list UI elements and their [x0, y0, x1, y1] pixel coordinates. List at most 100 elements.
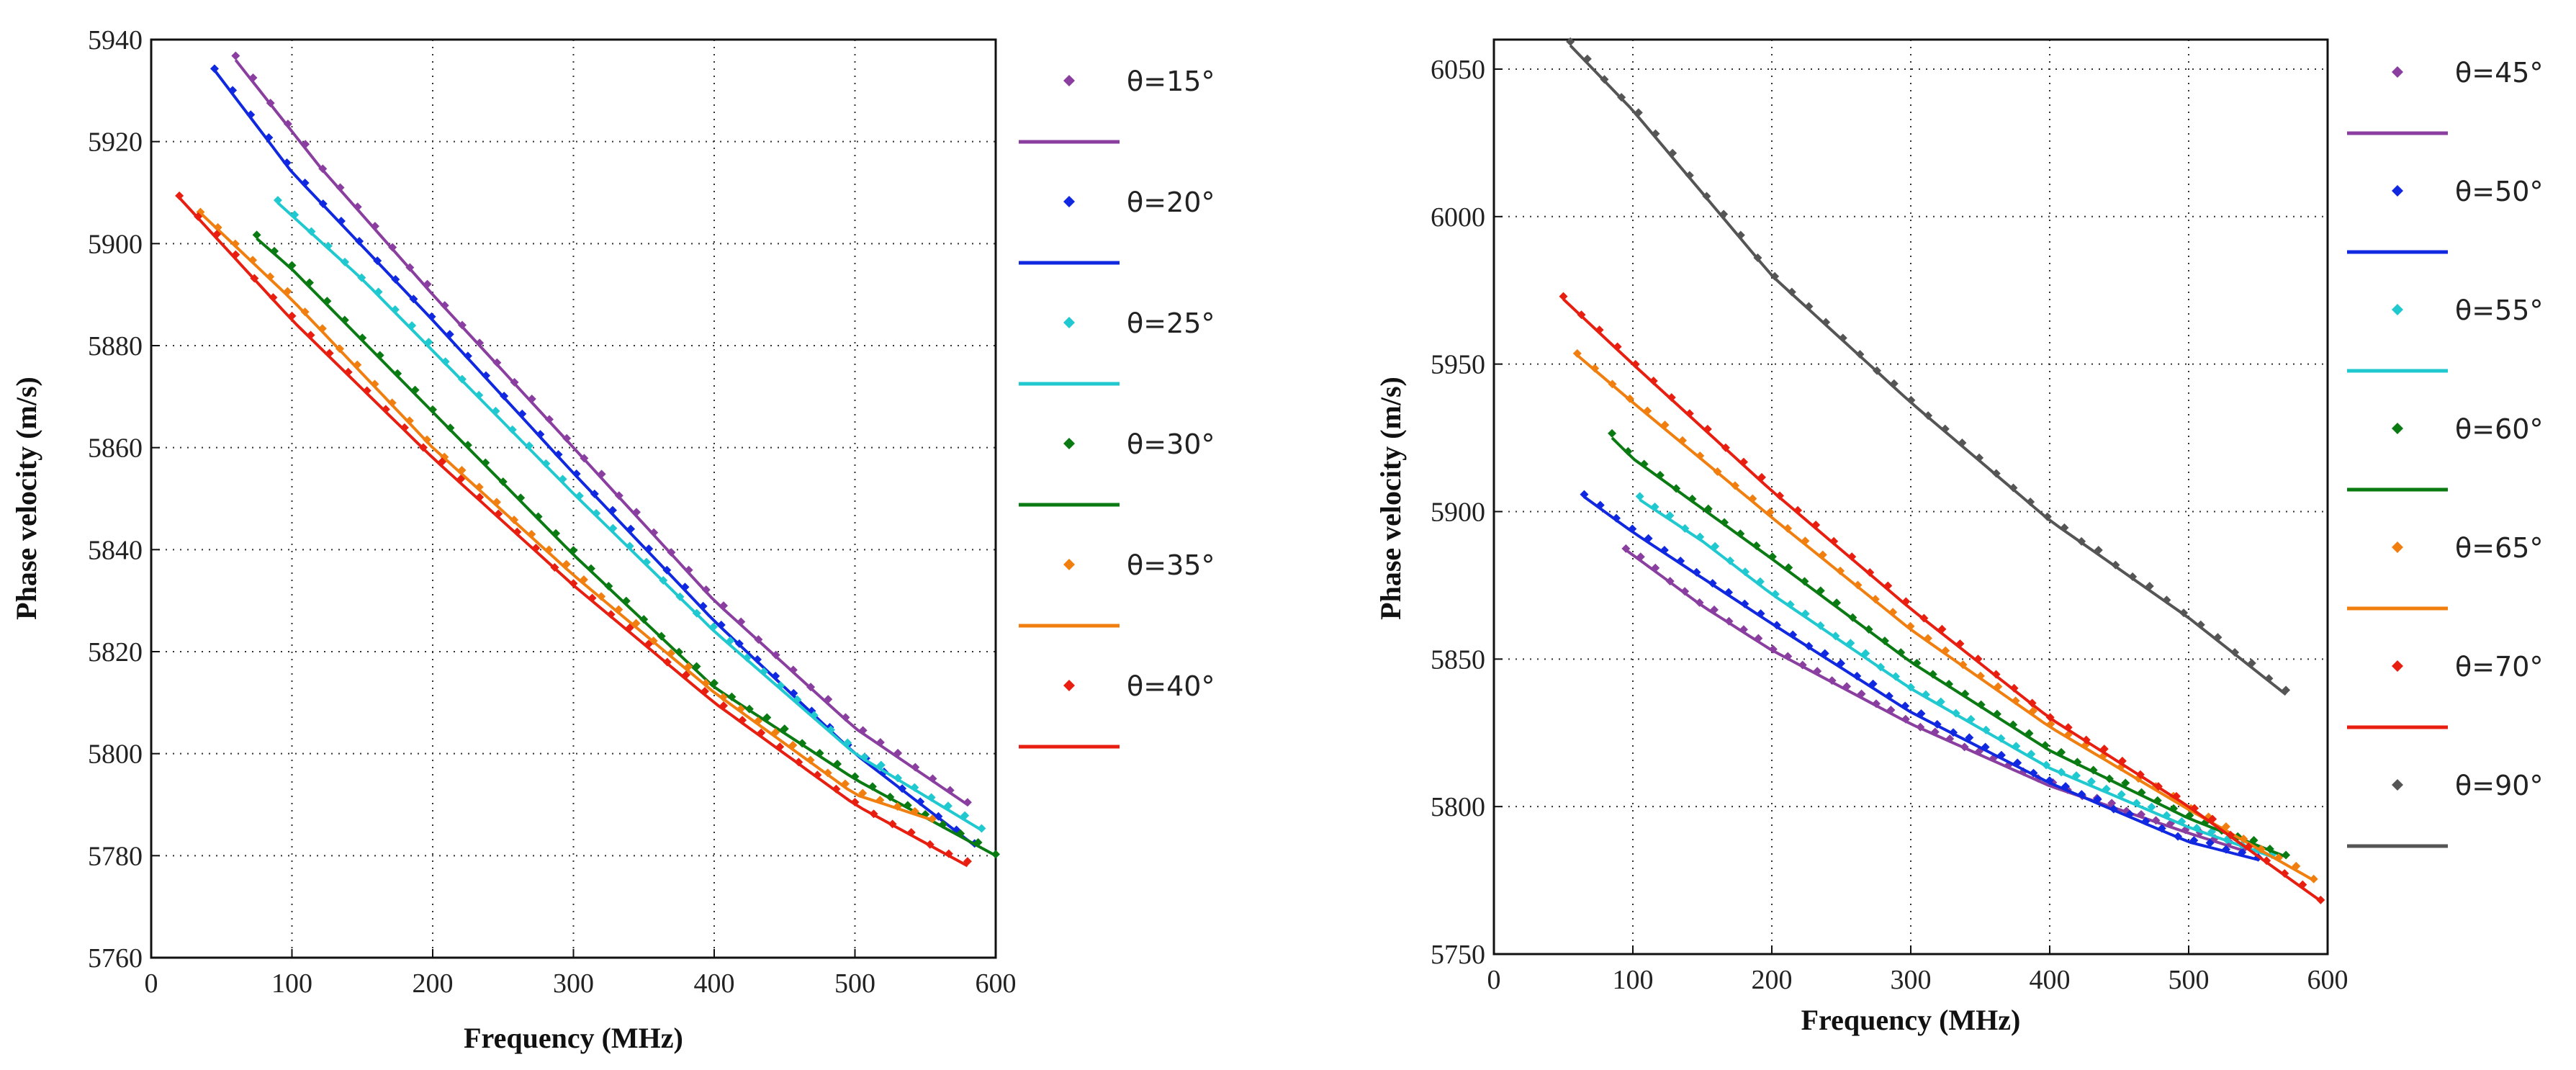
data-point: [231, 250, 240, 259]
data-point: [771, 728, 780, 737]
data-point: [2145, 582, 2154, 591]
data-point: [608, 523, 618, 533]
data-point: [1906, 683, 1915, 692]
legend-marker: [1063, 75, 1075, 86]
data-point: [1608, 428, 1617, 438]
series-line: [234, 59, 969, 806]
data-point: [1724, 616, 1734, 626]
data-point: [370, 222, 379, 231]
data-point: [230, 239, 240, 248]
data-point: [692, 608, 701, 618]
data-point: [446, 423, 455, 433]
data-point: [858, 788, 868, 798]
data-point: [1886, 705, 1896, 714]
y-tick-label: 6050: [1431, 55, 1485, 85]
data-point: [1906, 395, 1916, 405]
data-point: [798, 739, 807, 748]
y-tick-label: 5940: [88, 25, 143, 55]
data-point: [1730, 481, 1739, 490]
data-point: [1665, 511, 1675, 521]
data-point: [2177, 817, 2187, 826]
y-tick-label: 5780: [88, 841, 143, 871]
data-point: [944, 849, 953, 858]
y-tick-label: 5900: [88, 229, 143, 259]
data-point: [1710, 605, 1719, 614]
data-point: [626, 524, 636, 534]
data-point: [719, 701, 729, 710]
data-point: [809, 711, 819, 720]
data-point: [323, 297, 332, 306]
data-point: [1958, 439, 1967, 448]
data-point: [1901, 597, 1911, 606]
data-point: [2162, 595, 2171, 605]
data-point: [662, 657, 672, 667]
data-point: [1559, 292, 1568, 301]
data-point: [283, 287, 292, 296]
data-point: [2316, 895, 2325, 904]
legend-marker: [1063, 680, 1075, 691]
series-θ=70°: [1559, 292, 2325, 904]
data-point: [2012, 742, 2021, 751]
data-point: [1713, 467, 1722, 476]
data-point: [2043, 512, 2052, 521]
data-point: [910, 806, 919, 816]
data-point: [481, 458, 490, 467]
data-point: [1975, 453, 1984, 462]
data-point: [513, 527, 522, 536]
data-point: [2089, 765, 2098, 775]
data-point: [340, 315, 349, 325]
data-point: [527, 529, 536, 539]
data-point: [1613, 342, 1622, 351]
series-θ=50°: [1580, 490, 2263, 862]
data-point: [1582, 54, 1592, 63]
data-point: [1634, 108, 1643, 117]
x-tick-label: 300: [553, 968, 594, 999]
data-point: [2111, 560, 2120, 570]
data-point: [893, 773, 903, 783]
data-point: [1703, 424, 1712, 433]
data-point: [1566, 37, 1575, 46]
data-point: [2027, 750, 2036, 759]
data-point: [789, 688, 798, 698]
data-point: [1748, 494, 1757, 503]
data-point: [1660, 421, 1670, 430]
data-point: [911, 763, 920, 772]
data-point: [407, 321, 417, 331]
data-point: [287, 311, 297, 320]
data-point: [1784, 563, 1793, 572]
data-point: [1949, 728, 1958, 737]
data-point: [341, 257, 350, 266]
data-point: [1612, 513, 1621, 523]
y-tick-label: 5880: [88, 331, 143, 361]
data-point: [1912, 658, 1922, 667]
data-point: [744, 704, 754, 714]
data-point: [1873, 366, 1882, 375]
data-point: [701, 585, 711, 594]
data-point: [424, 338, 433, 347]
legend-label: θ=25°: [1127, 307, 1215, 339]
data-point: [423, 435, 432, 444]
data-point: [358, 333, 367, 343]
data-point: [886, 792, 895, 801]
data-point: [1667, 392, 1676, 402]
y-tick-label: 5840: [88, 535, 143, 565]
data-point: [1848, 613, 1857, 622]
data-point: [1811, 520, 1821, 529]
data-point: [2045, 775, 2054, 785]
data-point: [843, 738, 852, 747]
data-point: [833, 760, 842, 769]
data-point: [684, 662, 693, 671]
y-tick-label: 5900: [1431, 497, 1485, 527]
data-point: [252, 230, 261, 240]
data-point: [662, 565, 672, 575]
data-point: [2157, 824, 2166, 833]
legend-label: θ=30°: [1127, 428, 1215, 460]
data-point: [684, 565, 693, 575]
data-point: [625, 541, 634, 551]
data-point: [649, 528, 659, 537]
data-point: [283, 120, 292, 129]
data-point: [1924, 411, 1933, 421]
data-point: [1767, 552, 1777, 562]
data-point: [858, 726, 868, 735]
data-point: [641, 557, 651, 567]
